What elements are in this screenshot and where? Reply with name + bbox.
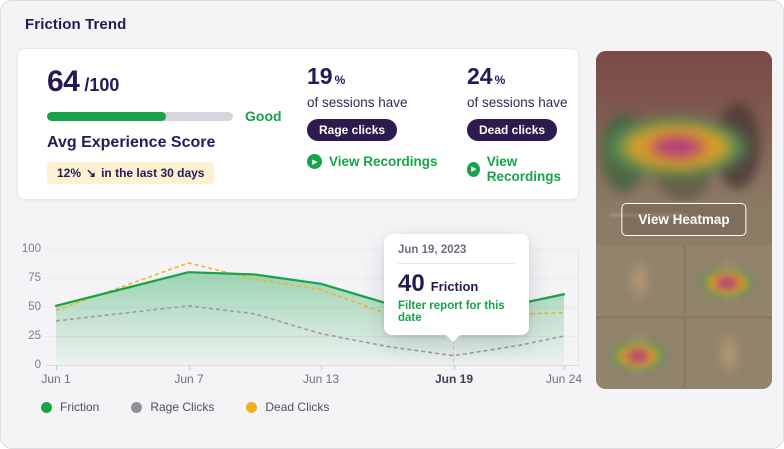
dead-clicks-badge: Dead clicks xyxy=(467,119,558,141)
heatmap-mid-strip xyxy=(596,201,772,246)
legend-item-rage-clicks[interactable]: Rage Clicks xyxy=(131,400,214,414)
stat-value: 19 xyxy=(307,63,333,89)
chart-tooltip: Jun 19, 2023 40 Friction Filter report f… xyxy=(384,234,529,335)
legend-item-dead-clicks[interactable]: Dead Clicks xyxy=(246,400,329,414)
heatmap-hero-image xyxy=(596,51,772,201)
trend-down-arrow-icon: ↘ xyxy=(86,166,97,180)
view-heatmap-button[interactable]: View Heatmap xyxy=(621,203,747,236)
trend-text: in the last 30 days xyxy=(101,166,205,180)
tooltip-filter-action[interactable]: Filter report for this date xyxy=(398,300,505,324)
stat-caption: of sessions have xyxy=(467,95,568,110)
ytick-75: 75 xyxy=(28,272,41,284)
gridline-75 xyxy=(46,278,579,279)
page-title: Friction Trend xyxy=(25,16,127,33)
tooltip-value: 40 xyxy=(398,270,425,297)
xtick-mark xyxy=(189,365,190,370)
x-axis-line xyxy=(46,365,579,366)
xtick-mark xyxy=(564,365,565,370)
product-tile xyxy=(596,319,683,389)
chart-right-border xyxy=(578,249,579,365)
score-progress-fill xyxy=(47,111,167,121)
gridline-100 xyxy=(46,249,579,250)
tooltip-divider xyxy=(398,263,515,264)
xtick-jun7: Jun 7 xyxy=(174,372,204,386)
heatmap-blob xyxy=(692,261,766,305)
summary-card: 64 /100 Good Avg Experience Score 12% ↘ … xyxy=(17,48,579,200)
ytick-0: 0 xyxy=(34,359,41,371)
stat-value-row: 19 % xyxy=(307,63,438,90)
view-recordings-label: View Recordings xyxy=(329,154,438,169)
xtick-mark xyxy=(321,365,322,370)
legend-item-friction[interactable]: Friction xyxy=(41,400,99,414)
xtick-jun1: Jun 1 xyxy=(41,372,71,386)
stat-unit: % xyxy=(334,73,346,87)
legend-label: Friction xyxy=(60,400,100,414)
product-tile xyxy=(596,246,683,316)
play-icon: ▶ xyxy=(467,161,480,177)
heatmap-product-grid xyxy=(596,246,772,389)
ytick-100: 100 xyxy=(21,243,41,255)
product-tile xyxy=(685,246,772,316)
heatmap-blob xyxy=(602,334,676,378)
dead-clicks-dot-icon xyxy=(246,401,258,413)
heatmap-preview-panel: View Heatmap xyxy=(596,51,772,389)
heatmap-blob xyxy=(600,95,768,195)
play-glyph: ▶ xyxy=(312,158,318,166)
product-image xyxy=(709,327,748,385)
legend-label: Rage Clicks xyxy=(150,400,215,414)
stat-value: 24 xyxy=(467,63,493,89)
stat-caption: of sessions have xyxy=(307,95,408,110)
score-label: Avg Experience Score xyxy=(47,134,216,151)
xtick-jun24: Jun 24 xyxy=(545,372,583,386)
view-recordings-label: View Recordings xyxy=(486,154,562,184)
ytick-25: 25 xyxy=(28,330,41,342)
tooltip-metric: Friction xyxy=(430,279,479,294)
xtick-jun13: Jun 13 xyxy=(302,372,340,386)
tooltip-date: Jun 19, 2023 xyxy=(398,244,467,256)
blurred-text-line xyxy=(610,213,688,217)
tooltip-value-row: 40 Friction xyxy=(398,270,515,298)
trend-pct: 12% xyxy=(57,166,82,180)
chart-legend: Friction Rage Clicks Dead Clicks xyxy=(41,400,329,414)
xtick-mark xyxy=(56,365,57,370)
play-glyph: ▶ xyxy=(471,166,477,173)
friction-dot-icon xyxy=(41,401,52,413)
score-section: 64 /100 Good Avg Experience Score 12% ↘ … xyxy=(47,65,282,184)
stat-unit: % xyxy=(494,73,506,87)
xtick-jun19-selected: Jun 19 xyxy=(434,372,473,386)
ytick-50: 50 xyxy=(28,301,41,313)
rage-clicks-badge: Rage clicks xyxy=(307,119,398,141)
stat-value-row: 24 % xyxy=(467,63,578,90)
score-max: /100 xyxy=(84,75,120,95)
score-bar-row: Good xyxy=(47,108,282,124)
play-icon: ▶ xyxy=(307,154,322,169)
rage-clicks-dot-icon xyxy=(131,401,143,413)
view-recordings-link-dead[interactable]: ▶ View Recordings xyxy=(467,154,578,184)
xtick-mark xyxy=(454,365,455,370)
product-image xyxy=(620,254,659,312)
view-recordings-link-rage[interactable]: ▶ View Recordings xyxy=(307,154,438,169)
score-rating: Good xyxy=(245,108,282,124)
legend-label: Dead Clicks xyxy=(265,400,330,414)
score-value: 64 xyxy=(47,65,80,98)
rage-clicks-stat: 19 % of sessions have Rage clicks ▶ View… xyxy=(307,63,438,169)
score-progress-track xyxy=(47,111,233,121)
trend-badge: 12% ↘ in the last 30 days xyxy=(47,162,215,184)
product-tile xyxy=(685,319,772,389)
dead-clicks-stat: 24 % of sessions have Dead clicks ▶ View… xyxy=(467,63,578,184)
score-row: 64 /100 xyxy=(47,65,282,99)
